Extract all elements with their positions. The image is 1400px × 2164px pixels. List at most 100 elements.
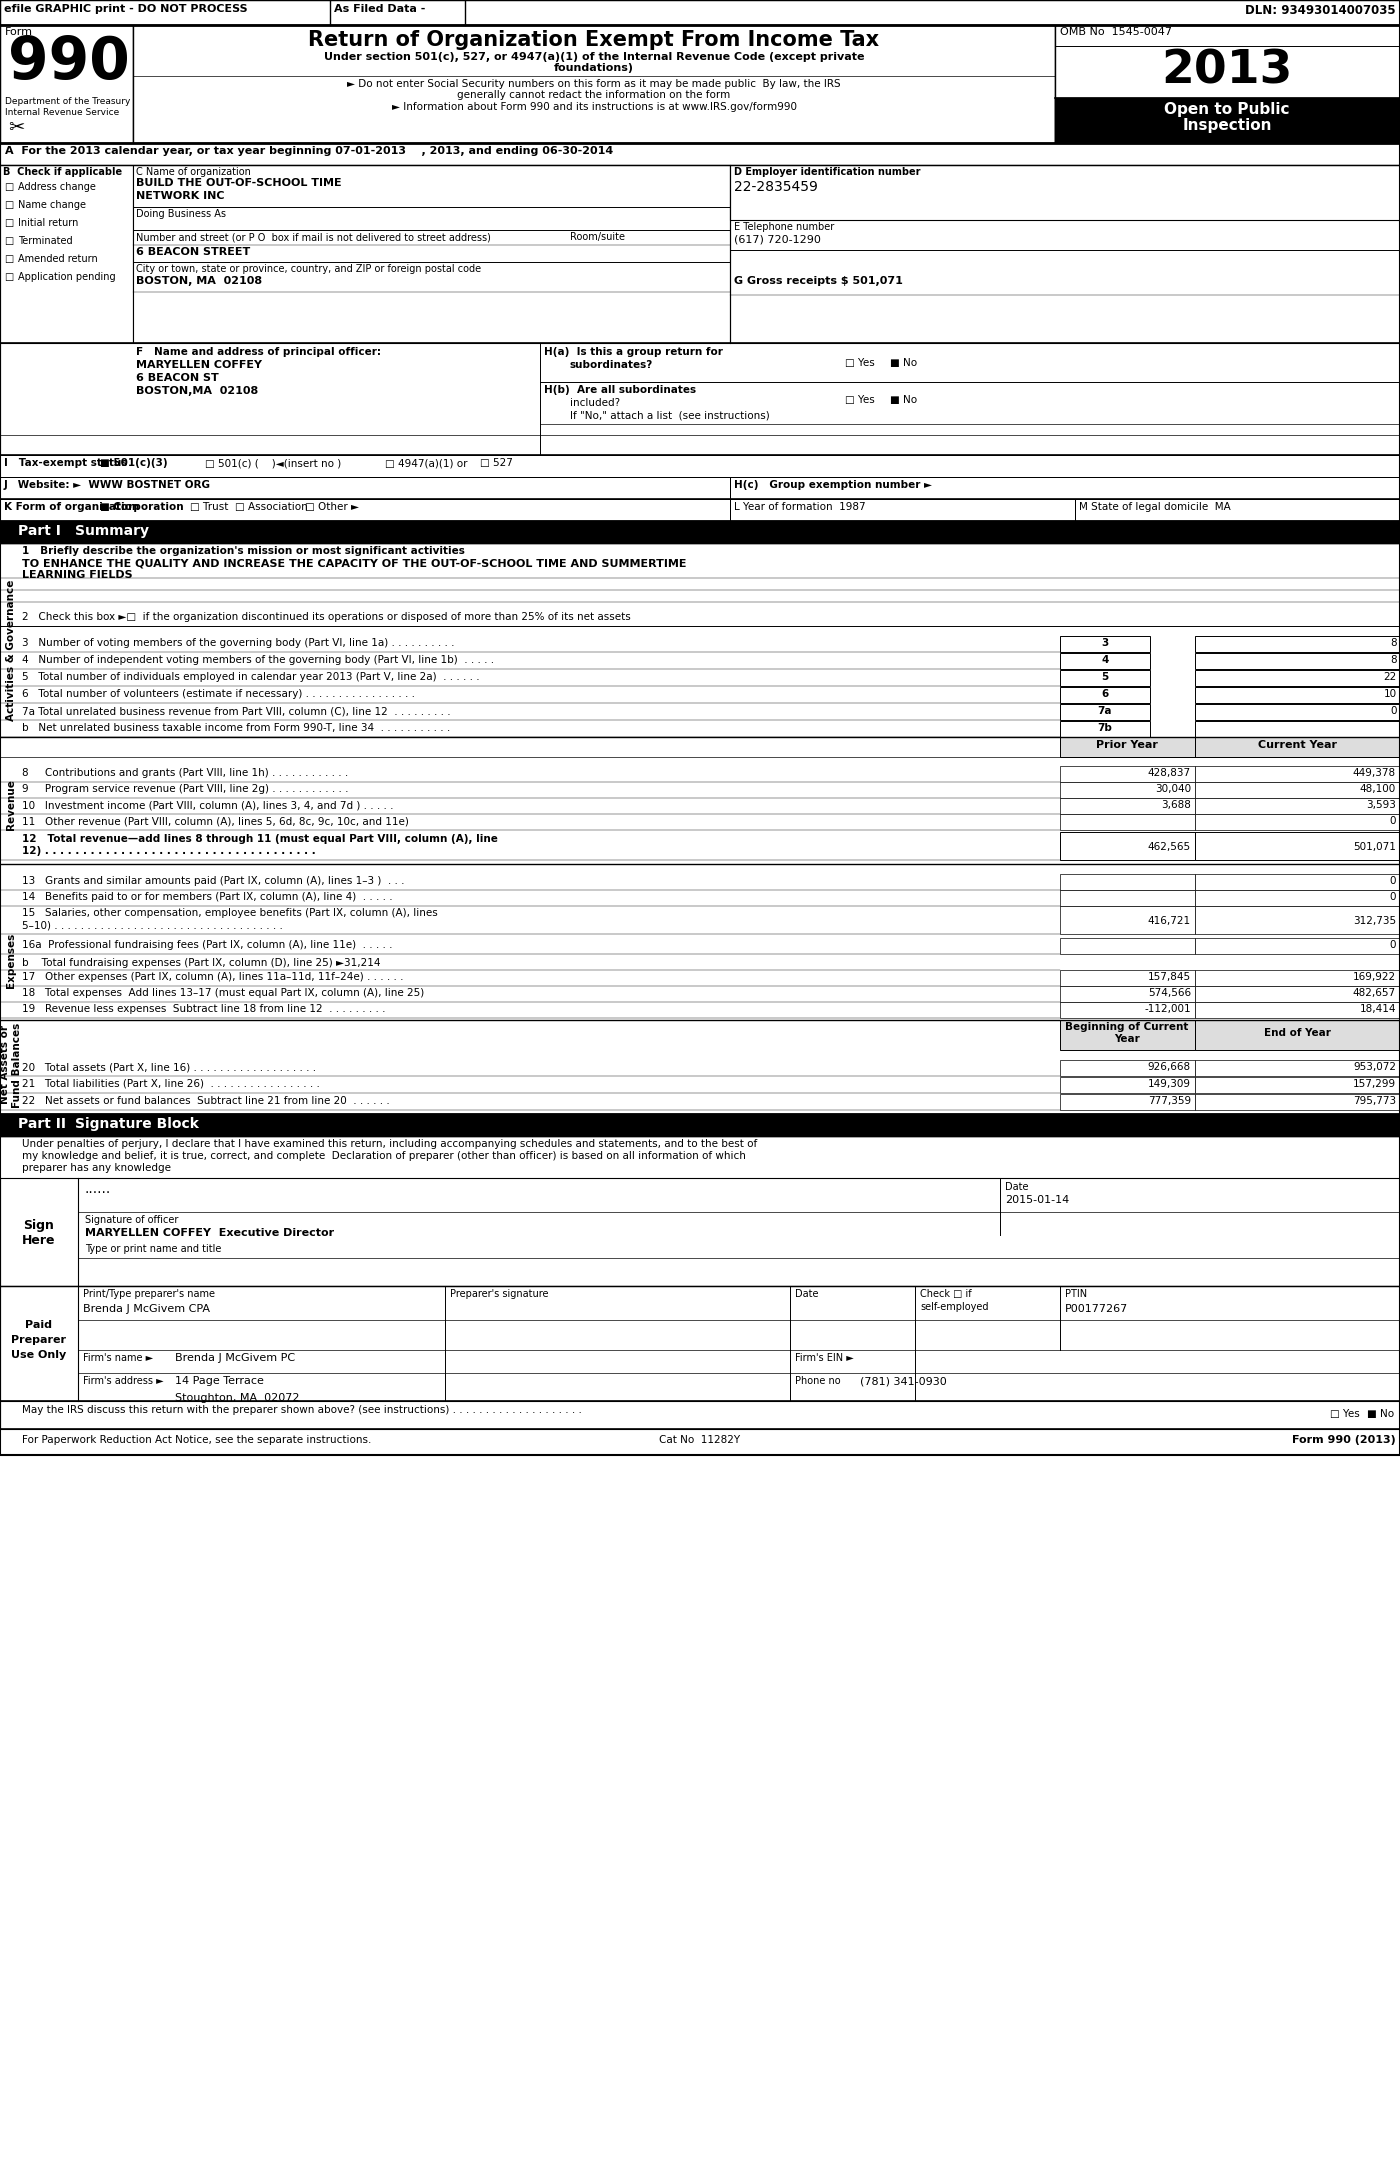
- Bar: [1196, 1002, 1400, 1017]
- Bar: [1060, 686, 1149, 703]
- Text: MARYELLEN COFFEY  Executive Director: MARYELLEN COFFEY Executive Director: [85, 1227, 335, 1238]
- Text: □ 501(c) (    )◄(insert no ): □ 501(c) ( )◄(insert no ): [204, 459, 342, 467]
- Text: May the IRS discuss this return with the preparer shown above? (see instructions: May the IRS discuss this return with the…: [22, 1404, 582, 1415]
- Bar: [1196, 814, 1400, 831]
- Bar: [0, 454, 1400, 476]
- Bar: [1196, 987, 1400, 1002]
- Text: H(c)   Group exemption number ►: H(c) Group exemption number ►: [734, 480, 932, 489]
- Text: Preparer's signature: Preparer's signature: [449, 1290, 549, 1298]
- Text: P00177267: P00177267: [1065, 1305, 1128, 1314]
- Bar: [0, 1285, 1400, 1400]
- Text: MARYELLEN COFFEY: MARYELLEN COFFEY: [136, 359, 262, 370]
- Text: 501,071: 501,071: [1354, 842, 1396, 853]
- Bar: [1060, 937, 1196, 954]
- Text: □ 4947(a)(1) or: □ 4947(a)(1) or: [385, 459, 468, 467]
- Text: NETWORK INC: NETWORK INC: [136, 190, 224, 201]
- Bar: [1056, 97, 1400, 143]
- Text: Sign: Sign: [24, 1218, 55, 1231]
- Bar: [1196, 781, 1400, 799]
- Bar: [1060, 1002, 1196, 1017]
- Bar: [1196, 799, 1400, 814]
- Text: As Filed Data -: As Filed Data -: [335, 4, 426, 13]
- Text: PTIN: PTIN: [1065, 1290, 1088, 1298]
- Text: 9     Program service revenue (Part VIII, line 2g) . . . . . . . . . . . .: 9 Program service revenue (Part VIII, li…: [22, 783, 349, 794]
- Bar: [1060, 1060, 1196, 1076]
- Text: Prior Year: Prior Year: [1096, 740, 1158, 751]
- Bar: [1196, 636, 1400, 651]
- Text: (781) 341-0930: (781) 341-0930: [860, 1376, 946, 1385]
- Bar: [1060, 721, 1149, 738]
- Text: Signature Block: Signature Block: [76, 1117, 199, 1132]
- Text: 16a  Professional fundraising fees (Part IX, column (A), line 11e)  . . . . .: 16a Professional fundraising fees (Part …: [22, 939, 392, 950]
- Bar: [133, 164, 729, 344]
- Text: 169,922: 169,922: [1352, 972, 1396, 982]
- Text: Summary: Summary: [76, 524, 148, 539]
- Text: 6 BEACON STREET: 6 BEACON STREET: [136, 247, 251, 258]
- Bar: [1196, 1095, 1400, 1110]
- Bar: [133, 26, 1056, 143]
- Text: 22-2835459: 22-2835459: [734, 180, 818, 195]
- Bar: [0, 1114, 1400, 1136]
- Text: Here: Here: [22, 1233, 56, 1246]
- Text: ■ No: ■ No: [890, 357, 917, 368]
- Text: K Form of organization: K Form of organization: [4, 502, 139, 513]
- Text: 0: 0: [1389, 816, 1396, 827]
- Text: -112,001: -112,001: [1144, 1004, 1191, 1015]
- Text: Initial return: Initial return: [18, 219, 78, 227]
- Text: Terminated: Terminated: [18, 236, 73, 247]
- Text: 5   Total number of individuals employed in calendar year 2013 (Part V, line 2a): 5 Total number of individuals employed i…: [22, 673, 480, 682]
- Text: 18   Total expenses  Add lines 13–17 (must equal Part IX, column (A), line 25): 18 Total expenses Add lines 13–17 (must …: [22, 989, 424, 998]
- Text: 6 BEACON ST: 6 BEACON ST: [136, 372, 218, 383]
- Bar: [0, 164, 133, 344]
- Bar: [1196, 1078, 1400, 1093]
- Text: generally cannot redact the information on the form: generally cannot redact the information …: [458, 91, 731, 100]
- Bar: [1196, 907, 1400, 935]
- Bar: [1060, 1019, 1196, 1050]
- Text: 19   Revenue less expenses  Subtract line 18 from line 12  . . . . . . . . .: 19 Revenue less expenses Subtract line 1…: [22, 1004, 385, 1015]
- Bar: [1196, 654, 1400, 669]
- Text: 312,735: 312,735: [1352, 915, 1396, 926]
- Bar: [1060, 831, 1196, 859]
- Text: D Employer identification number: D Employer identification number: [734, 167, 921, 177]
- Text: 3,688: 3,688: [1161, 801, 1191, 809]
- Text: □ Yes: □ Yes: [846, 396, 875, 405]
- Bar: [1196, 766, 1400, 781]
- Text: Under section 501(c), 527, or 4947(a)(1) of the Internal Revenue Code (except pr: Under section 501(c), 527, or 4947(a)(1)…: [323, 52, 864, 63]
- Text: 12   Total revenue—add lines 8 through 11 (must equal Part VIII, column (A), lin: 12 Total revenue—add lines 8 through 11 …: [22, 833, 498, 844]
- Text: □ Other ►: □ Other ►: [305, 502, 358, 513]
- Text: Date: Date: [795, 1290, 819, 1298]
- Bar: [1196, 738, 1400, 757]
- Bar: [1196, 969, 1400, 987]
- Text: 149,309: 149,309: [1148, 1080, 1191, 1088]
- Text: 574,566: 574,566: [1148, 989, 1191, 998]
- Bar: [1196, 686, 1400, 703]
- Text: □: □: [4, 199, 13, 210]
- Text: Part I: Part I: [18, 524, 60, 539]
- Text: □: □: [4, 182, 13, 193]
- Bar: [1196, 874, 1400, 889]
- Text: Use Only: Use Only: [11, 1350, 67, 1359]
- Bar: [0, 0, 1400, 1454]
- Bar: [729, 164, 1400, 221]
- Text: 8: 8: [1390, 638, 1397, 647]
- Text: 18,414: 18,414: [1359, 1004, 1396, 1015]
- Text: 482,657: 482,657: [1352, 989, 1396, 998]
- Bar: [1060, 636, 1149, 651]
- Text: Paid: Paid: [25, 1320, 53, 1331]
- Text: b    Total fundraising expenses (Part IX, column (D), line 25) ►31,214: b Total fundraising expenses (Part IX, c…: [22, 959, 381, 967]
- Text: self-employed: self-employed: [920, 1303, 988, 1311]
- Text: 449,378: 449,378: [1352, 768, 1396, 779]
- Text: Check □ if: Check □ if: [920, 1290, 972, 1298]
- Text: 795,773: 795,773: [1352, 1095, 1396, 1106]
- Text: Department of the Treasury: Department of the Treasury: [6, 97, 130, 106]
- Text: 48,100: 48,100: [1359, 783, 1396, 794]
- Text: Revenue: Revenue: [6, 779, 15, 831]
- Text: 3: 3: [1102, 638, 1109, 647]
- Bar: [1060, 907, 1196, 935]
- Bar: [1196, 831, 1400, 859]
- Text: Phone no: Phone no: [795, 1376, 844, 1385]
- Text: 0: 0: [1390, 705, 1397, 716]
- Text: Open to Public: Open to Public: [1165, 102, 1289, 117]
- Text: □ 527: □ 527: [480, 459, 512, 467]
- Bar: [1196, 703, 1400, 721]
